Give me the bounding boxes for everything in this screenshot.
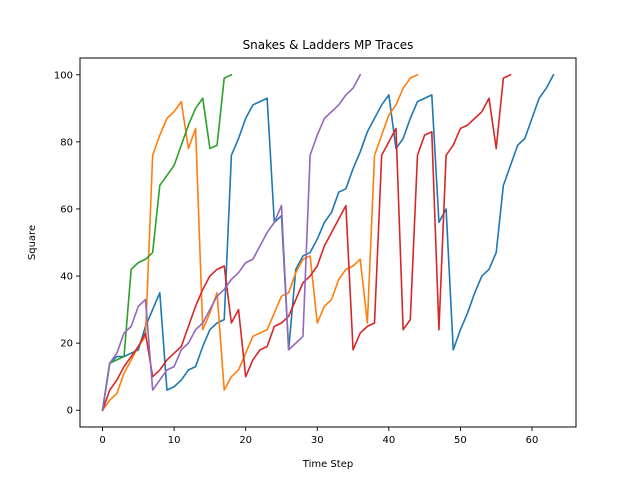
chart-title: Snakes & Ladders MP Traces (243, 38, 414, 52)
y-tick-label: 0 (67, 406, 73, 417)
series-layer (101, 73, 555, 412)
y-axis: 0 20 40 60 80 100 (54, 70, 80, 417)
x-axis: 0 10 20 30 40 50 60 (99, 427, 538, 446)
series-line-3 (101, 73, 233, 412)
x-tick-label: 30 (311, 435, 324, 446)
x-tick-label: 60 (526, 435, 539, 446)
series-line-1 (101, 73, 555, 412)
axes-frame (79, 57, 577, 428)
y-tick-label: 80 (60, 137, 73, 148)
x-tick-label: 0 (99, 435, 105, 446)
y-tick-label: 100 (54, 70, 73, 81)
series-line-2 (101, 73, 419, 412)
y-axis-label: Square (27, 225, 38, 260)
x-tick-label: 20 (239, 435, 252, 446)
series-line-4 (101, 73, 512, 412)
x-tick-label: 50 (454, 435, 467, 446)
y-tick-label: 60 (60, 204, 73, 215)
y-tick-label: 20 (60, 339, 73, 350)
x-axis-label: Time Step (302, 459, 353, 470)
y-tick-label: 40 (60, 272, 73, 283)
series-line-5 (101, 73, 362, 412)
x-tick-label: 10 (168, 435, 181, 446)
x-tick-label: 40 (382, 435, 395, 446)
